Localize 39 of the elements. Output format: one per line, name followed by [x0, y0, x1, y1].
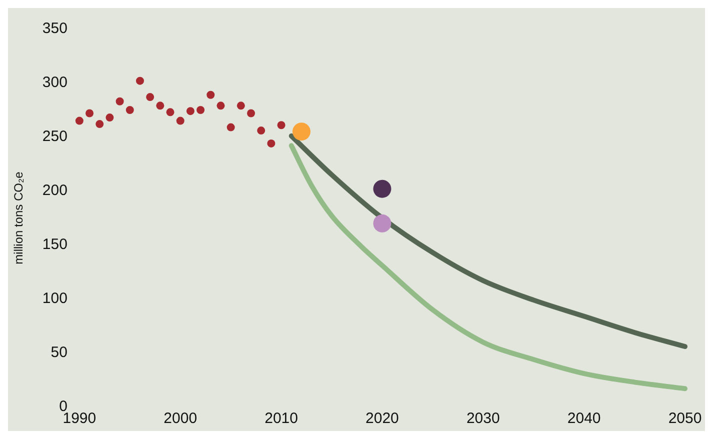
y-tick-label: 300: [42, 74, 68, 92]
point: [156, 102, 164, 110]
point: [267, 139, 276, 148]
x-tick-label: 2010: [264, 410, 298, 428]
x-tick-label: 2040: [567, 410, 601, 428]
point: [136, 76, 144, 85]
x-tick-label: 2050: [668, 410, 702, 428]
y-tick-label: 100: [42, 290, 68, 308]
point: [106, 114, 114, 122]
x-tick-label: 2030: [466, 410, 500, 428]
point: [373, 214, 392, 232]
point: [236, 102, 245, 110]
point: [216, 102, 225, 110]
point: [247, 109, 256, 118]
point: [292, 122, 310, 141]
point: [277, 121, 286, 130]
y-tick-label: 350: [42, 20, 68, 38]
point: [166, 108, 174, 116]
x-tick-label: 2000: [164, 410, 198, 428]
point: [196, 106, 205, 114]
y-tick-label: 200: [42, 182, 68, 200]
point: [126, 106, 134, 114]
y-tick-label: 50: [50, 344, 68, 362]
y-tick-label: 150: [42, 236, 68, 254]
x-tick-label: 2020: [366, 410, 399, 428]
point: [373, 180, 392, 198]
point: [206, 90, 215, 99]
point: [75, 116, 84, 125]
y-axis-title: million tons CO₂e: [12, 171, 26, 264]
point: [116, 97, 124, 106]
point: [257, 126, 266, 135]
point: [226, 123, 235, 132]
y-tick-label: 250: [42, 128, 68, 146]
point: [186, 107, 194, 116]
point: [146, 93, 154, 102]
point: [176, 116, 184, 125]
x-tick-label: 1990: [62, 410, 96, 428]
point: [96, 120, 104, 128]
point: [86, 109, 94, 118]
